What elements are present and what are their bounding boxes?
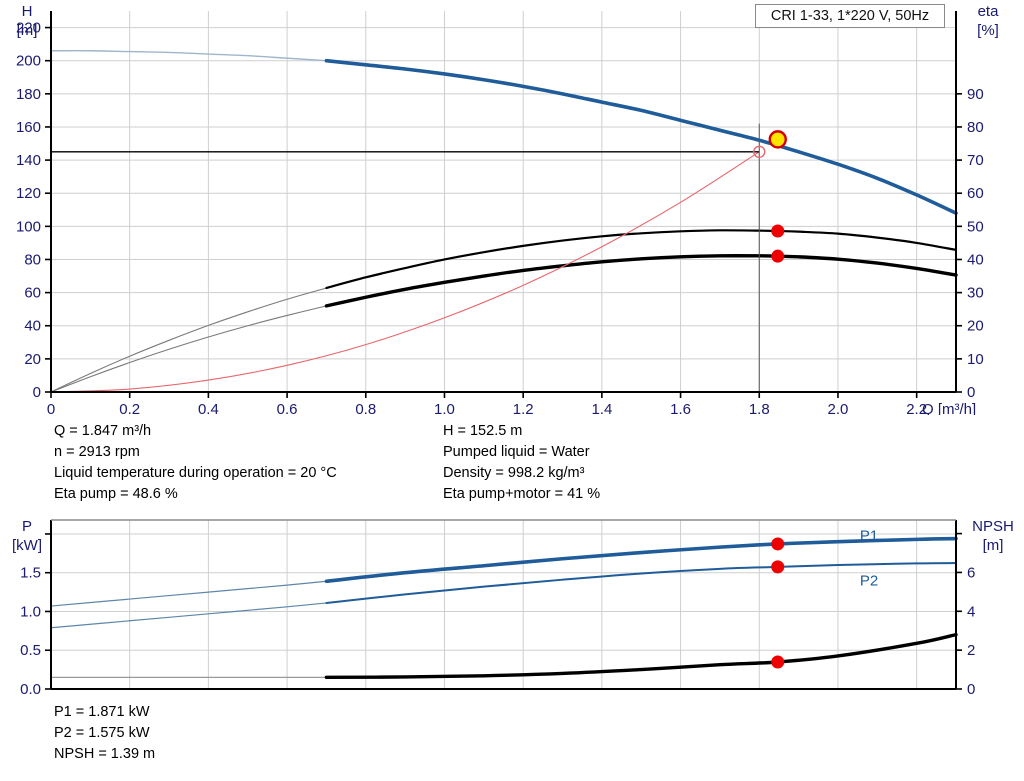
npsh-curve-thick [324,632,958,680]
p1-curve-label: P1 [860,528,878,545]
operating-point-left: Q = 1.847 m³/h n = 2913 rpm Liquid tempe… [54,421,337,505]
plot-background [51,11,956,392]
head-curve-thick [324,58,958,215]
x-tick-label: 0.2 [119,401,140,415]
y-left-tick-label: 100 [16,218,41,235]
x-tick-label: 0.4 [198,401,219,415]
y-right-tick-label: 20 [967,318,984,335]
head-efficiency-chart: 0 20 40 60 80 100 120 140 160 180 200 220 0 10 20 30 40 5… [16,3,1000,415]
y-right-tick-label: 70 [967,152,984,169]
npsh-duty-marker [771,655,785,669]
y-left-tick-label: 220 [16,20,41,37]
op-liquid: Pumped liquid = Water [443,444,590,460]
op-density: Density = 998.2 kg/m³ [443,465,585,481]
y-right-axis-unit: [%] [977,22,999,39]
y-left-tick-label: 0.5 [20,642,41,659]
y-right-tick-label: 10 [967,351,984,368]
y-left-tick-label: 0 [33,384,41,401]
op-eta-pump-motor: Eta pump+motor = 41 % [443,486,601,502]
plot-background [51,520,956,689]
p2-curve-label: P2 [860,572,878,589]
y-left-tick-label: 80 [24,251,41,268]
eta-pump-duty-marker [771,224,785,238]
y-right-tick-label: 4 [967,603,975,620]
eta-pump-curve-thick [325,229,958,290]
y-left-tick-label: 0.0 [20,681,41,698]
operating-point-right: H = 152.5 m Pumped liquid = Water Densit… [443,421,600,505]
x-tick-label: 0 [47,401,55,415]
y-right-axis-unit: [m] [983,537,1004,554]
grid-lines [51,520,956,689]
y-left-axis-title: H [22,3,33,20]
op-n: n = 2913 rpm [54,444,140,460]
x-tick-label: 1.8 [749,401,770,415]
y-right-tick-label: 80 [967,119,984,136]
y-left-tick-label: 1.5 [20,565,41,582]
model-title-box: CRI 1-33, 1*220 V, 50Hz [755,4,945,28]
y-right-tick-label: 2 [967,642,975,659]
y-right-tick-label: 40 [967,251,984,268]
head-curve-thin [50,49,328,62]
x-tick-label: 2.0 [828,401,849,415]
op-h: H = 152.5 m [443,423,523,439]
eta-pump-motor-duty-marker [771,249,785,263]
op-p2: P2 = 1.575 kW [54,725,150,741]
y-right-tick-label: 0 [967,681,975,698]
op-p1: P1 = 1.871 kW [54,704,150,720]
duty-point-marker[interactable] [768,130,787,149]
y-right-tick-label: 50 [967,218,984,235]
y-right-tick-label: 0 [967,384,975,401]
y-left-tick-label: 120 [16,185,41,202]
y-left-axis-unit: [m] [17,22,38,39]
p1-curve-thin [50,580,328,607]
x-tick-label: 0.6 [277,401,298,415]
p2-curve-thick [325,562,957,604]
y-right-tick-label: 90 [967,86,984,103]
op-npsh: NPSH = 1.39 m [54,746,156,762]
y-right-tick-label: 30 [967,285,984,302]
y-left-tick-label: 140 [16,152,41,169]
system-curve [50,151,760,393]
y-left-tick-label: 60 [24,285,41,302]
y-right-tick-label: 60 [967,185,984,202]
p1-duty-marker [771,537,785,551]
power-npsh-chart: P1 P2 0.0 0.5 1.0 1.5 0 2 4 6 P [kW] NPSH [m] [12,518,1014,698]
y-left-axis-title: P [22,518,32,535]
x-tick-label: 1.2 [513,401,534,415]
model-title-label: CRI 1-33, 1*220 V, 50Hz [770,8,930,24]
op-eta-pump: Eta pump = 48.6 % [54,486,178,502]
x-tick-label: 2.2 [906,401,927,415]
eta-pump-motor-curve-thin [50,305,327,393]
y-left-tick-label: 200 [16,53,41,70]
operating-point-bottom: P1 = 1.871 kW P2 = 1.575 kW NPSH = 1.39 … [54,702,155,765]
p2-curve-thin [50,602,328,629]
y-right-tick-label: 6 [967,564,975,581]
y-right-axis-title: eta [978,3,1000,20]
eta-pump-curve-thin [50,287,327,393]
y-left-tick-label: 180 [16,86,41,103]
x-tick-label: 1.6 [670,401,691,415]
y-left-tick-label: 20 [24,351,41,368]
x-tick-label: 1.4 [591,401,612,415]
x-tick-label: 0.8 [355,401,376,415]
x-tick-label: 1.0 [434,401,455,415]
p1-curve-thick [324,536,958,584]
eta-pump-motor-curve-thick [324,254,958,308]
op-q: Q = 1.847 m³/h [54,423,152,439]
y-left-tick-label: 160 [16,119,41,136]
y-left-axis-unit: [kW] [12,537,42,554]
y-left-tick-label: 1.0 [20,603,41,620]
x-axis-title: Q [m³/h] [922,401,976,415]
y-right-axis-title: NPSH [972,518,1014,535]
op-temp: Liquid temperature during operation = 20… [54,465,337,481]
y-left-tick-label: 40 [24,318,41,335]
system-duty-point [753,145,766,159]
p2-duty-marker [771,560,785,574]
